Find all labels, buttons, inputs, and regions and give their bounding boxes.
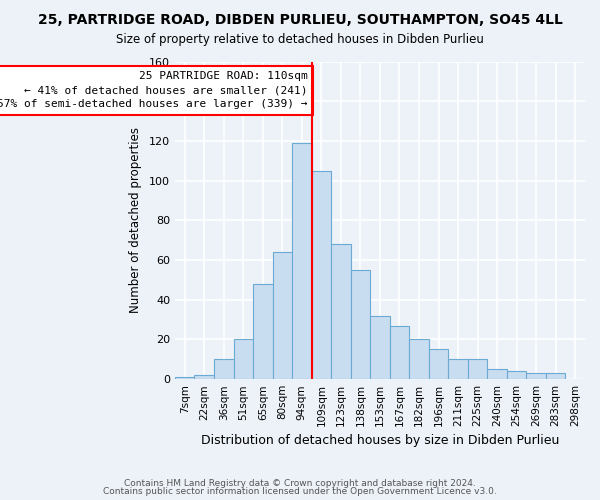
Bar: [292, 143, 311, 379]
Bar: [448, 360, 468, 379]
Bar: [390, 326, 409, 379]
Bar: [409, 340, 429, 379]
Bar: [331, 244, 350, 379]
Bar: [546, 373, 565, 379]
Bar: [507, 371, 526, 379]
Bar: [429, 350, 448, 379]
Bar: [487, 370, 507, 379]
Bar: [194, 375, 214, 379]
Text: Contains HM Land Registry data © Crown copyright and database right 2024.: Contains HM Land Registry data © Crown c…: [124, 478, 476, 488]
Bar: [526, 373, 546, 379]
Bar: [272, 252, 292, 379]
Text: 25, PARTRIDGE ROAD, DIBDEN PURLIEU, SOUTHAMPTON, SO45 4LL: 25, PARTRIDGE ROAD, DIBDEN PURLIEU, SOUT…: [38, 12, 562, 26]
X-axis label: Distribution of detached houses by size in Dibden Purlieu: Distribution of detached houses by size …: [201, 434, 559, 448]
Bar: [253, 284, 272, 379]
Text: Contains public sector information licensed under the Open Government Licence v3: Contains public sector information licen…: [103, 487, 497, 496]
Bar: [350, 270, 370, 379]
Bar: [214, 360, 233, 379]
Bar: [175, 377, 194, 379]
Bar: [311, 170, 331, 379]
Text: 25 PARTRIDGE ROAD: 110sqm
← 41% of detached houses are smaller (241)
57% of semi: 25 PARTRIDGE ROAD: 110sqm ← 41% of detac…: [0, 72, 308, 110]
Text: Size of property relative to detached houses in Dibden Purlieu: Size of property relative to detached ho…: [116, 32, 484, 46]
Bar: [370, 316, 390, 379]
Bar: [468, 360, 487, 379]
Bar: [233, 340, 253, 379]
Y-axis label: Number of detached properties: Number of detached properties: [129, 128, 142, 314]
